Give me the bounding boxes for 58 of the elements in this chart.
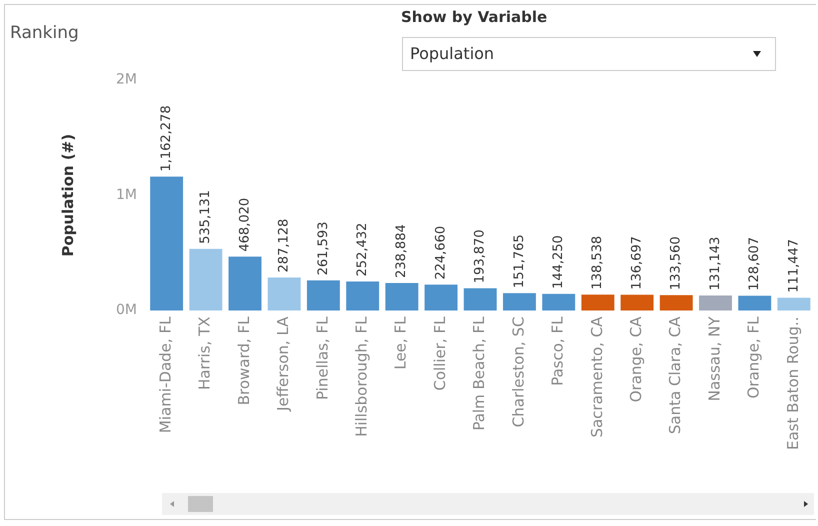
data-label: 1,162,278 <box>158 105 174 172</box>
bar <box>346 281 380 311</box>
bar <box>620 294 654 311</box>
data-label: 535,131 <box>198 190 214 244</box>
data-label: 287,128 <box>276 218 292 272</box>
y-tick-label: 1M <box>116 186 137 203</box>
x-tick-label: Nassau, NY <box>705 316 724 402</box>
data-label: 468,020 <box>237 198 252 252</box>
bar <box>542 294 576 311</box>
bar <box>268 277 301 311</box>
bar <box>660 295 693 311</box>
x-tick-label: Broward, FL <box>234 316 253 406</box>
x-tick-label: Sacramento, CA <box>588 316 606 438</box>
bar <box>738 296 772 311</box>
bar <box>464 288 497 311</box>
data-label: 224,660 <box>433 226 448 280</box>
bar <box>385 283 418 311</box>
data-label: 144,250 <box>551 235 566 289</box>
bar <box>306 280 340 311</box>
bar <box>581 294 614 311</box>
data-label: 151,765 <box>512 234 527 288</box>
x-tick-label: Harris, TX <box>196 316 214 390</box>
x-tick-label: Hillsborough, FL <box>352 316 371 437</box>
y-axis-title: Population (#) <box>58 134 77 257</box>
y-tick-label: 2M <box>116 72 137 88</box>
data-label: 193,870 <box>472 229 488 284</box>
x-tick-label: Lee, FL <box>392 316 410 370</box>
bar <box>228 256 262 311</box>
data-label: 136,697 <box>629 236 644 290</box>
data-label: 252,432 <box>355 222 370 276</box>
bar <box>150 176 184 311</box>
bar <box>424 284 458 311</box>
data-label: 128,607 <box>747 236 762 291</box>
data-label: 131,143 <box>708 236 723 290</box>
x-tick-label: Pasco, FL <box>548 316 567 386</box>
data-label: 261,593 <box>316 222 331 276</box>
bar <box>699 295 732 311</box>
x-tick-label: Orange, CA <box>626 316 645 402</box>
x-tick-label: Charleston, SC <box>509 316 528 428</box>
x-tick-label: Orange, FL <box>744 316 763 399</box>
bar <box>777 298 810 311</box>
x-tick-label: Pinellas, FL <box>313 316 332 400</box>
dropdown-field: Population <box>402 37 776 71</box>
data-label: 133,560 <box>668 236 684 290</box>
text: Show by Variable <box>401 8 548 26</box>
x-tick-label: East Baton Roug.. <box>784 316 802 450</box>
data-label: 138,538 <box>590 236 606 290</box>
bar <box>502 293 536 311</box>
x-tick-label: Santa Clara, CA <box>666 316 684 434</box>
data-label: 238,884 <box>394 224 410 278</box>
x-tick-label: Miami-Dade, FL <box>156 316 174 434</box>
bar <box>189 248 222 311</box>
chart-title: Ranking <box>10 23 79 43</box>
x-tick-label: Collier, FL <box>430 316 449 391</box>
x-tick-label: Jefferson, LA <box>274 316 292 412</box>
y-tick-label: 0M <box>116 302 137 318</box>
data-label: 111,447 <box>786 238 802 293</box>
x-tick-label: Palm Beach, FL <box>470 316 488 431</box>
